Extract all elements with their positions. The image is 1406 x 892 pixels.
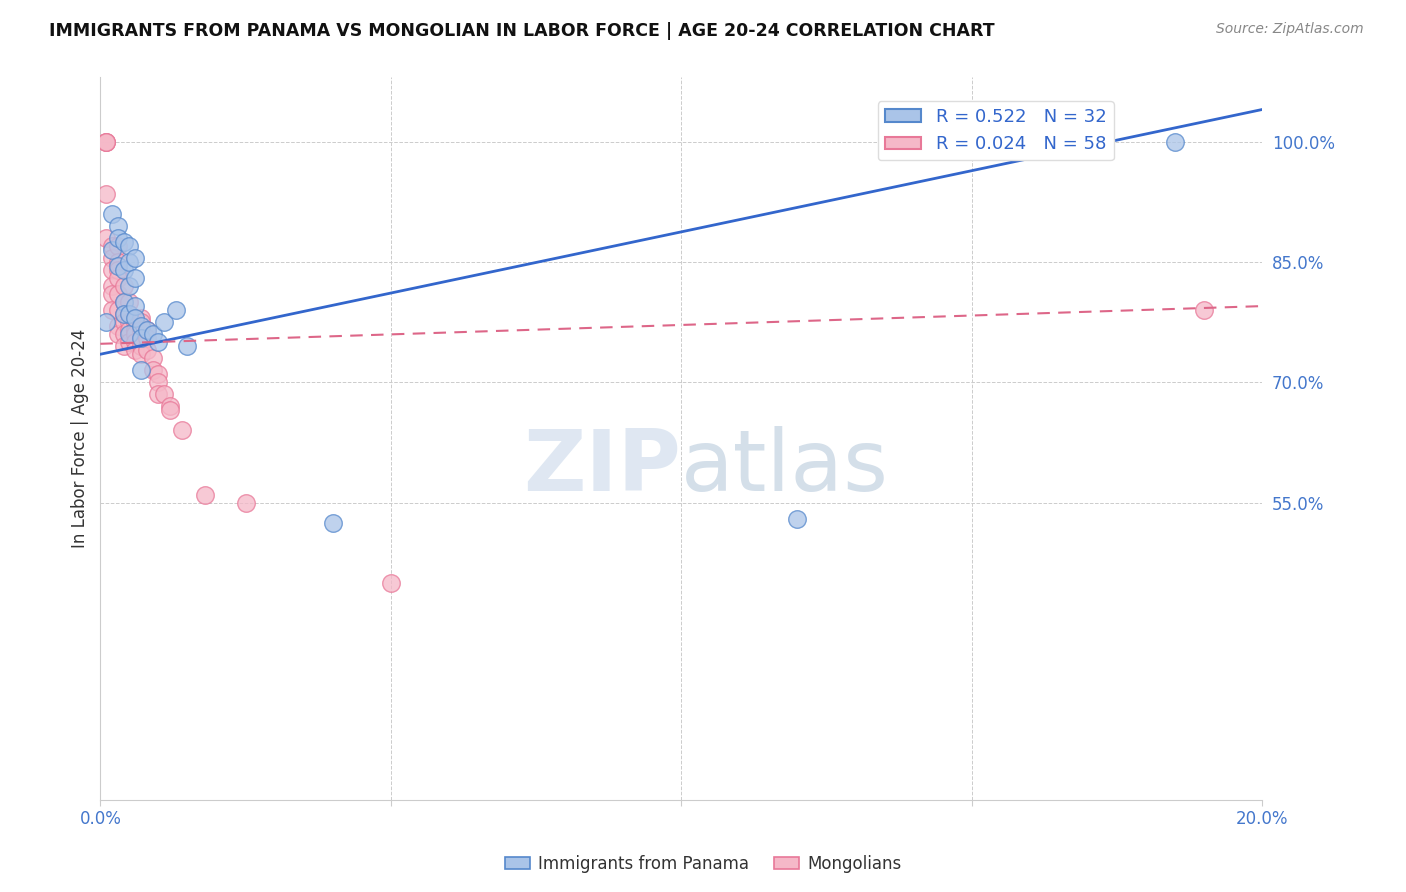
Point [112,295,135,310]
Point [107,303,129,318]
Point [118,327,141,342]
Point [124,251,146,265]
Point [107,263,129,277]
Text: ZIP: ZIP [523,425,681,508]
Point [148,335,170,350]
Point [118,239,141,253]
Point [129,331,152,345]
Point [124,311,146,326]
Point [112,263,135,277]
Point [142,327,165,342]
Point [153,387,176,401]
Point [112,307,135,321]
Point [118,255,141,269]
Point [165,303,187,318]
Point [112,279,135,293]
Point [786,512,808,526]
Point [107,255,129,269]
Point [380,575,402,590]
Point [159,400,181,414]
Point [159,403,181,417]
Point [107,271,129,285]
Point [142,351,165,366]
Point [96,186,118,201]
Point [107,319,129,334]
Y-axis label: In Labor Force | Age 20-24: In Labor Force | Age 20-24 [72,329,89,548]
Point [124,335,146,350]
Point [148,387,170,401]
Point [101,251,124,265]
Point [129,315,152,329]
Point [101,279,124,293]
Point [135,331,157,345]
Legend: R = 0.522   N = 32, R = 0.024   N = 58: R = 0.522 N = 32, R = 0.024 N = 58 [877,101,1114,161]
Point [176,339,198,353]
Point [1018,135,1040,149]
Point [112,339,135,353]
Point [101,303,124,318]
Text: atlas: atlas [681,425,889,508]
Point [135,343,157,358]
Point [124,315,146,329]
Point [142,363,165,377]
Point [124,323,146,337]
Point [96,135,118,149]
Point [112,327,135,342]
Point [1164,135,1187,149]
Point [118,335,141,350]
Point [148,376,170,390]
Legend: Immigrants from Panama, Mongolians: Immigrants from Panama, Mongolians [498,848,908,880]
Point [135,323,157,337]
Point [118,307,141,321]
Point [129,363,152,377]
Point [107,327,129,342]
Point [124,271,146,285]
Point [107,231,129,245]
Point [96,231,118,245]
Point [96,135,118,149]
Point [101,287,124,301]
Point [235,496,257,510]
Point [112,315,135,329]
Point [170,424,193,438]
Point [1192,303,1215,318]
Point [322,516,344,530]
Point [129,331,152,345]
Point [118,295,141,310]
Point [135,323,157,337]
Point [118,323,141,337]
Point [148,368,170,382]
Point [194,488,217,502]
Point [129,323,152,337]
Point [118,315,141,329]
Point [107,287,129,301]
Point [124,299,146,313]
Text: Source: ZipAtlas.com: Source: ZipAtlas.com [1216,22,1364,37]
Point [129,347,152,361]
Point [129,339,152,353]
Point [129,311,152,326]
Point [153,315,176,329]
Point [124,343,146,358]
Point [101,239,124,253]
Point [96,135,118,149]
Point [107,219,129,233]
Point [124,327,146,342]
Point [112,235,135,249]
Point [112,295,135,310]
Point [112,307,135,321]
Point [107,239,129,253]
Point [118,307,141,321]
Point [101,263,124,277]
Point [118,279,141,293]
Point [107,259,129,273]
Text: IMMIGRANTS FROM PANAMA VS MONGOLIAN IN LABOR FORCE | AGE 20-24 CORRELATION CHART: IMMIGRANTS FROM PANAMA VS MONGOLIAN IN L… [49,22,995,40]
Point [101,207,124,221]
Point [124,311,146,326]
Point [96,315,118,329]
Point [101,243,124,257]
Point [129,319,152,334]
